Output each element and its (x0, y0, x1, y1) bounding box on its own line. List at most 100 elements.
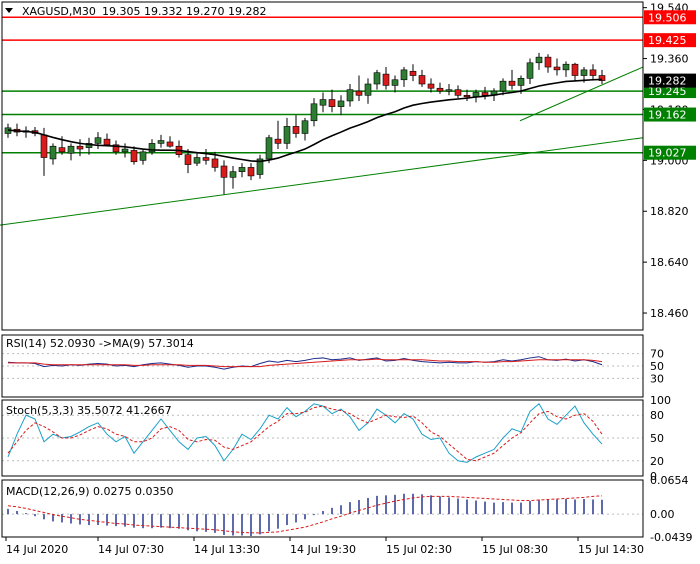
candle-body (193, 157, 201, 164)
candle[interactable] (202, 149, 210, 165)
candle[interactable] (463, 89, 471, 101)
candle[interactable] (229, 166, 237, 189)
candle-body (544, 56, 552, 68)
candle[interactable] (319, 92, 327, 113)
candle[interactable] (256, 154, 264, 179)
candle[interactable] (418, 69, 426, 87)
candle[interactable] (103, 133, 111, 147)
candle[interactable] (409, 64, 417, 82)
candle-body (157, 140, 165, 144)
candle[interactable] (247, 163, 255, 181)
candle[interactable] (112, 140, 120, 155)
candle-body (103, 138, 111, 146)
candle[interactable] (148, 139, 156, 155)
candle[interactable] (526, 58, 534, 84)
candle-body (76, 145, 84, 150)
candle[interactable] (220, 160, 228, 195)
candle[interactable] (130, 146, 138, 165)
candle-body (67, 145, 75, 154)
candle-body (130, 150, 138, 163)
candle[interactable] (238, 163, 246, 178)
candle[interactable] (49, 143, 57, 165)
moving-average-line (7, 78, 603, 163)
stoch-axis-label: 0 (650, 470, 657, 483)
candle[interactable] (535, 52, 543, 70)
candle[interactable] (157, 134, 165, 148)
candle-body (418, 75, 426, 85)
candle[interactable] (265, 134, 273, 164)
candle-body (94, 137, 102, 144)
candle-body (49, 145, 57, 160)
candle-body (283, 126, 291, 144)
candle[interactable] (121, 143, 129, 158)
candle[interactable] (445, 84, 453, 96)
level-tag-text-19.425: 19.425 (648, 34, 687, 47)
candle-body (184, 154, 192, 165)
candle-body (301, 120, 309, 134)
candle[interactable] (301, 117, 309, 141)
candle-body (238, 167, 246, 172)
candle[interactable] (481, 86, 489, 100)
time-axis-label: 14 Jul 2020 (6, 543, 68, 556)
collapse-arrow-icon[interactable] (5, 8, 13, 13)
stoch-title: Stoch(5,3,3) 35.5072 41.2667 (6, 404, 172, 417)
candle-body (274, 138, 282, 144)
candle-body (454, 89, 462, 96)
candle[interactable] (193, 151, 201, 166)
ohlc-readout: 19.305 19.332 19.270 19.282 (102, 5, 266, 18)
candle[interactable] (346, 84, 354, 107)
candle[interactable] (391, 75, 399, 93)
candle[interactable] (283, 117, 291, 150)
candle[interactable] (553, 58, 561, 76)
candle[interactable] (427, 78, 435, 93)
candle[interactable] (337, 95, 345, 116)
candle[interactable] (184, 149, 192, 174)
candle-body (508, 80, 516, 86)
candle[interactable] (589, 64, 597, 81)
rsi-series-1 (7, 356, 603, 370)
price-axis-label: 19.360 (650, 53, 689, 66)
candle-body (463, 95, 471, 98)
candle[interactable] (562, 61, 570, 77)
candle[interactable] (139, 149, 147, 165)
stoch-series-1 (7, 403, 603, 463)
candle[interactable] (166, 136, 174, 148)
candle-body (409, 70, 417, 76)
trendline-1[interactable] (0, 137, 644, 226)
rsi-title: RSI(14) 52.0930 ->MA(9) 57.3014 (6, 337, 194, 350)
candle[interactable] (454, 85, 462, 99)
candle[interactable] (328, 89, 336, 113)
candle[interactable] (508, 69, 516, 90)
time-axis-label: 14 Jul 13:30 (194, 543, 260, 556)
candle[interactable] (436, 82, 444, 94)
candle[interactable] (94, 132, 102, 150)
time-axis-label: 15 Jul 08:30 (482, 543, 548, 556)
candle[interactable] (373, 69, 381, 90)
candle[interactable] (499, 78, 507, 96)
candle[interactable] (382, 67, 390, 90)
candle[interactable] (67, 143, 75, 161)
time-axis-label: 14 Jul 07:30 (98, 543, 164, 556)
candle-body (328, 99, 336, 107)
candle-body (598, 75, 606, 81)
candle-body (58, 147, 66, 153)
candle[interactable] (355, 75, 363, 101)
candle-body (355, 90, 363, 96)
candle[interactable] (400, 67, 408, 87)
time-axis-label: 14 Jul 19:30 (290, 543, 356, 556)
trendline-2[interactable] (519, 66, 644, 122)
level-tag-19.425 (644, 33, 696, 48)
candle-body (139, 151, 147, 161)
candle[interactable] (544, 54, 552, 73)
pane-frame-stoch (1, 399, 644, 477)
candle[interactable] (310, 98, 318, 127)
candle[interactable] (364, 78, 372, 104)
candle-body (571, 63, 579, 76)
candle[interactable] (292, 115, 300, 138)
candle[interactable] (274, 120, 282, 150)
candle[interactable] (76, 139, 84, 157)
candle[interactable] (598, 69, 606, 84)
candle[interactable] (571, 62, 579, 82)
